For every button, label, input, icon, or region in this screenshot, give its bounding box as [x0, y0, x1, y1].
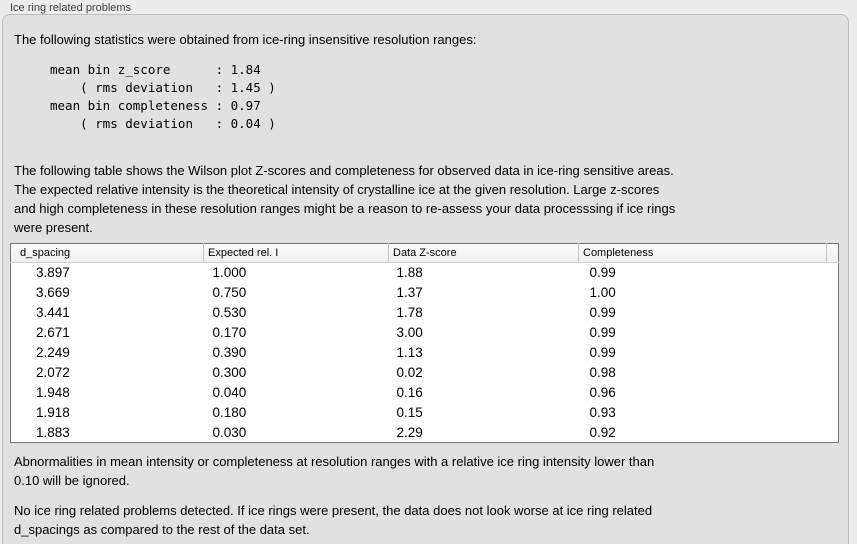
- cell-completeness: 0.93: [589, 405, 616, 420]
- table-row[interactable]: 2.072 0.300 0.02 0.98: [11, 363, 839, 383]
- conclusion-text: No ice ring related problems detected. I…: [14, 503, 653, 537]
- column-header-completeness[interactable]: Completeness: [578, 243, 827, 263]
- table-row[interactable]: 3.441 0.530 1.78 0.99: [11, 303, 839, 323]
- cell-completeness: 0.99: [589, 345, 616, 360]
- table-description: The following table shows the Wilson plo…: [14, 163, 676, 235]
- table-row[interactable]: 3.897 1.000 1.88 0.99: [11, 263, 839, 283]
- column-header-d-spacing[interactable]: d_spacing: [10, 243, 204, 263]
- groupbox-title: Ice ring related problems: [10, 2, 132, 14]
- cell-expected-rel-i: 0.390: [212, 345, 247, 360]
- cell-expected-rel-i: 0.180: [212, 405, 247, 420]
- cell-data-z-score: 3.00: [396, 325, 423, 340]
- column-header-expected-rel-i[interactable]: Expected rel. I: [203, 243, 389, 263]
- cell-completeness: 0.96: [589, 385, 616, 400]
- cell-expected-rel-i: 0.530: [212, 305, 247, 320]
- cell-completeness: 0.98: [589, 365, 616, 380]
- cell-expected-rel-i: 0.170: [212, 325, 247, 340]
- cell-d-spacing: 2.249: [36, 345, 70, 360]
- cell-d-spacing: 1.948: [36, 385, 70, 400]
- table-row[interactable]: 1.883 0.030 2.29 0.92: [11, 423, 839, 443]
- table-row[interactable]: 2.671 0.170 3.00 0.99: [11, 323, 839, 343]
- cell-d-spacing: 1.883: [36, 424, 70, 440]
- cell-expected-rel-i: 0.300: [212, 365, 247, 380]
- cell-completeness: 0.99: [589, 265, 616, 281]
- cell-d-spacing: 3.669: [36, 285, 70, 300]
- cell-completeness: 0.92: [589, 424, 616, 440]
- cell-completeness: 0.99: [589, 325, 616, 340]
- cell-data-z-score: 0.16: [396, 385, 423, 400]
- stats-summary: mean bin z_score : 1.84 ( rms deviation …: [50, 62, 276, 131]
- cell-expected-rel-i: 0.030: [212, 424, 247, 440]
- cell-d-spacing: 3.441: [36, 305, 70, 320]
- cell-data-z-score: 0.15: [396, 405, 423, 420]
- cell-expected-rel-i: 0.750: [212, 285, 247, 300]
- ice-ring-table[interactable]: d_spacing Expected rel. I Data Z-score C…: [10, 243, 839, 443]
- cell-d-spacing: 2.671: [36, 325, 70, 340]
- table-row[interactable]: 1.918 0.180 0.15 0.93: [11, 403, 839, 423]
- table-row[interactable]: 1.948 0.040 0.16 0.96: [11, 383, 839, 403]
- table-row[interactable]: 3.669 0.750 1.37 1.00: [11, 283, 839, 303]
- table-row[interactable]: 2.249 0.390 1.13 0.99: [11, 343, 839, 363]
- table-header-spacer: [826, 243, 839, 263]
- stats-intro-text: The following statistics were obtained f…: [14, 32, 477, 47]
- ignore-threshold-note: Abnormalities in mean intensity or compl…: [14, 454, 655, 488]
- cell-d-spacing: 3.897: [36, 265, 70, 281]
- cell-data-z-score: 1.13: [396, 345, 423, 360]
- cell-data-z-score: 1.37: [396, 285, 423, 300]
- cell-data-z-score: 1.78: [396, 305, 423, 320]
- cell-completeness: 1.00: [589, 285, 616, 300]
- cell-expected-rel-i: 0.040: [212, 385, 247, 400]
- cell-data-z-score: 2.29: [396, 424, 423, 440]
- cell-expected-rel-i: 1.000: [212, 265, 247, 281]
- cell-completeness: 0.99: [589, 305, 616, 320]
- cell-d-spacing: 2.072: [36, 365, 70, 380]
- column-header-data-z-score[interactable]: Data Z-score: [388, 243, 579, 263]
- ice-ring-panel: The following statistics were obtained f…: [2, 14, 849, 544]
- cell-data-z-score: 1.88: [396, 265, 423, 281]
- cell-data-z-score: 0.02: [396, 365, 423, 380]
- cell-d-spacing: 1.918: [36, 405, 70, 420]
- table-header-row: d_spacing Expected rel. I Data Z-score C…: [10, 243, 839, 263]
